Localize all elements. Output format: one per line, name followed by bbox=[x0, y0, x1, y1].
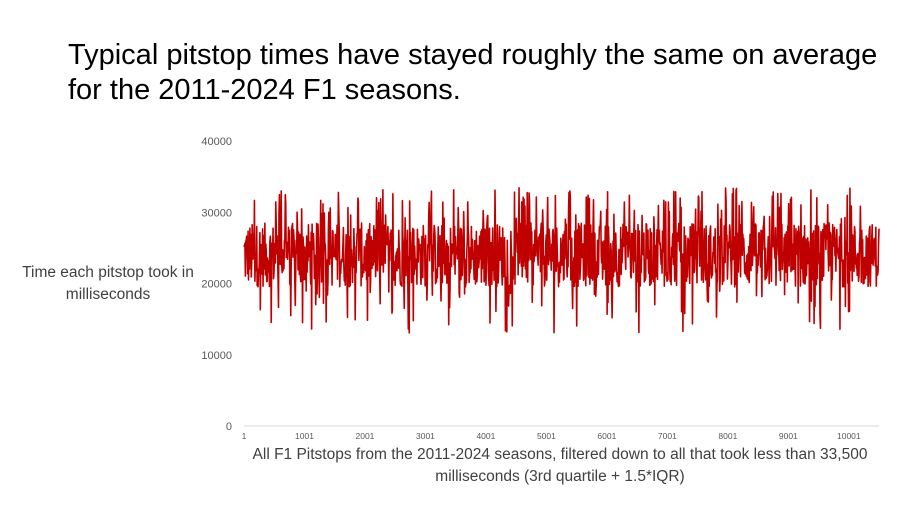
y-tick-label: 0 bbox=[226, 421, 232, 433]
x-axis-ticks: 1 1001 2001 3001 4001 5001 6001 7001 8001 9001 100… bbox=[242, 431, 861, 441]
x-tick-label: 8001 bbox=[718, 431, 737, 441]
x-tick-label: 1001 bbox=[295, 431, 314, 441]
x-tick-label: 3001 bbox=[416, 431, 435, 441]
x-tick-label: 10001 bbox=[837, 431, 861, 441]
y-tick-label: 40000 bbox=[201, 136, 232, 148]
slide-title: Typical pitstop times have stayed roughl… bbox=[68, 39, 878, 106]
x-tick-label: 1 bbox=[242, 431, 247, 441]
x-axis-label: All F1 Pitstops from the 2011-2024 seaso… bbox=[252, 446, 868, 485]
series-line-pitstop-times bbox=[243, 187, 880, 334]
x-tick-label: 6001 bbox=[597, 431, 616, 441]
x-tick-label: 4001 bbox=[476, 431, 495, 441]
y-axis-label: Time each pitstop took in milliseconds bbox=[22, 264, 194, 303]
x-tick-label: 2001 bbox=[356, 431, 375, 441]
x-tick-label: 9001 bbox=[779, 431, 798, 441]
x-tick-label: 7001 bbox=[658, 431, 677, 441]
x-tick-label: 5001 bbox=[537, 431, 556, 441]
y-tick-label: 30000 bbox=[201, 207, 232, 219]
y-axis-ticks: 0 10000 20000 30000 40000 bbox=[201, 136, 232, 433]
y-tick-label: 20000 bbox=[201, 279, 232, 291]
y-tick-label: 10000 bbox=[201, 350, 232, 362]
